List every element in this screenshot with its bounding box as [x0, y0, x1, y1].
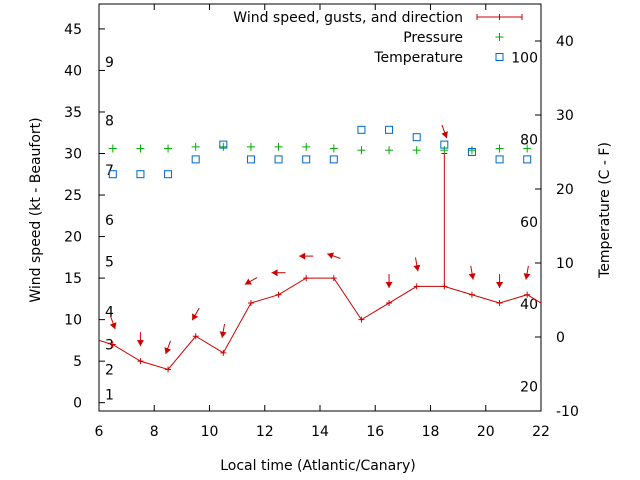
fahrenheit-label: 60 [520, 215, 538, 231]
temperature-point [412, 133, 421, 142]
y-tick-label: 40 [64, 63, 82, 79]
legend-label-temperature: Temperature [373, 50, 463, 66]
wind-direction-arrowhead [219, 331, 227, 338]
legend-swatch-temperature [495, 53, 504, 61]
x-tick-label: 16 [366, 424, 384, 440]
beaufort-label: 4 [105, 304, 114, 320]
wind-direction-arrowhead [385, 282, 393, 289]
temperature-point [191, 155, 200, 164]
y-tick-label: 5 [73, 354, 82, 370]
beaufort-label: 8 [105, 113, 114, 129]
temperature-point [357, 125, 366, 134]
beaufort-label: 2 [105, 362, 114, 378]
y-tick-label: 20 [64, 230, 82, 246]
x-tick-label: 10 [201, 424, 219, 440]
y-tick-label: 10 [64, 313, 82, 329]
x-tick-label: 20 [477, 424, 495, 440]
temperature-point [164, 170, 173, 179]
legend-label-wind: Wind speed, gusts, and direction [233, 10, 463, 26]
x-tick-label: 6 [95, 424, 104, 440]
y2-tick-label: 30 [556, 108, 574, 124]
y2-tick-label: 0 [556, 330, 565, 346]
temperature-point [219, 140, 228, 149]
fahrenheit-label: 80 [520, 133, 538, 149]
fahrenheit-label: 40 [520, 297, 538, 313]
y-tick-label: 35 [64, 105, 82, 121]
wind-speed-line [98, 277, 542, 371]
temperature-point [329, 155, 338, 164]
wind-direction-arrowhead [164, 347, 172, 355]
ticks-group: 6 8 10 12 14 16 18 20 22051015202530354045-10010… [64, 4, 579, 440]
x-tick-label: 18 [422, 424, 440, 440]
wind-direction-arrowhead [523, 273, 531, 280]
wind-direction-arrowhead [109, 322, 117, 330]
beaufort-label: 9 [105, 55, 114, 71]
temperature-point [274, 155, 283, 164]
fahrenheit-label: 20 [520, 379, 538, 395]
beaufort-label: 6 [105, 213, 114, 229]
legend-label-pressure: Pressure [403, 30, 463, 46]
y-tick-label: 30 [64, 147, 82, 163]
x-tick-label: 22 [532, 424, 550, 440]
temperature-point [136, 170, 145, 179]
beaufort-label: 1 [105, 387, 114, 403]
x-axis-title: Local time (Atlantic/Canary) [220, 458, 416, 474]
wind-direction-arrowhead [327, 252, 335, 260]
temperature-point [108, 170, 117, 179]
legend-group: Wind speed, gusts, and direction Pressure… [233, 10, 523, 66]
y2-tick-label: 20 [556, 182, 574, 198]
series-group [98, 124, 542, 373]
wind-direction-arrowhead [496, 282, 504, 289]
y-tick-label: 15 [64, 271, 82, 287]
temperature-point [495, 155, 504, 164]
temperature-point [246, 155, 255, 164]
x-tick-label: 12 [256, 424, 274, 440]
temperature-point [440, 140, 449, 149]
temperature-point [467, 148, 476, 156]
wind-direction-arrowhead [468, 273, 476, 280]
fahrenheit-label: 100 [511, 50, 538, 66]
y-tick-label: 25 [64, 188, 82, 204]
temperature-point [302, 155, 311, 164]
beaufort-label: 3 [105, 338, 114, 354]
y2-tick-label: 40 [556, 34, 574, 50]
wind-direction-arrowhead [192, 313, 199, 321]
temperature-point [385, 125, 394, 134]
wind-direction-arrowhead [413, 264, 421, 272]
y2-axis-title: Temperature (C - F) [597, 142, 613, 279]
wind-direction-arrowhead [299, 252, 306, 260]
y2-tick-label: 10 [556, 256, 574, 272]
y-tick-label: 45 [64, 22, 82, 38]
wind-direction-arrowhead [271, 269, 278, 277]
wind-direction-arrowhead [441, 131, 448, 139]
x-tick-label: 14 [311, 424, 329, 440]
temperature-point [523, 155, 532, 164]
y-axis-title: Wind speed (kt - Beaufort) [28, 117, 44, 302]
wind-direction-arrowhead [244, 278, 252, 285]
y-tick-label: 0 [73, 396, 82, 412]
beaufort-label: 5 [105, 254, 114, 270]
y2-tick-label: -10 [556, 404, 579, 420]
x-tick-label: 8 [150, 424, 159, 440]
wind-direction-arrowhead [136, 340, 144, 347]
